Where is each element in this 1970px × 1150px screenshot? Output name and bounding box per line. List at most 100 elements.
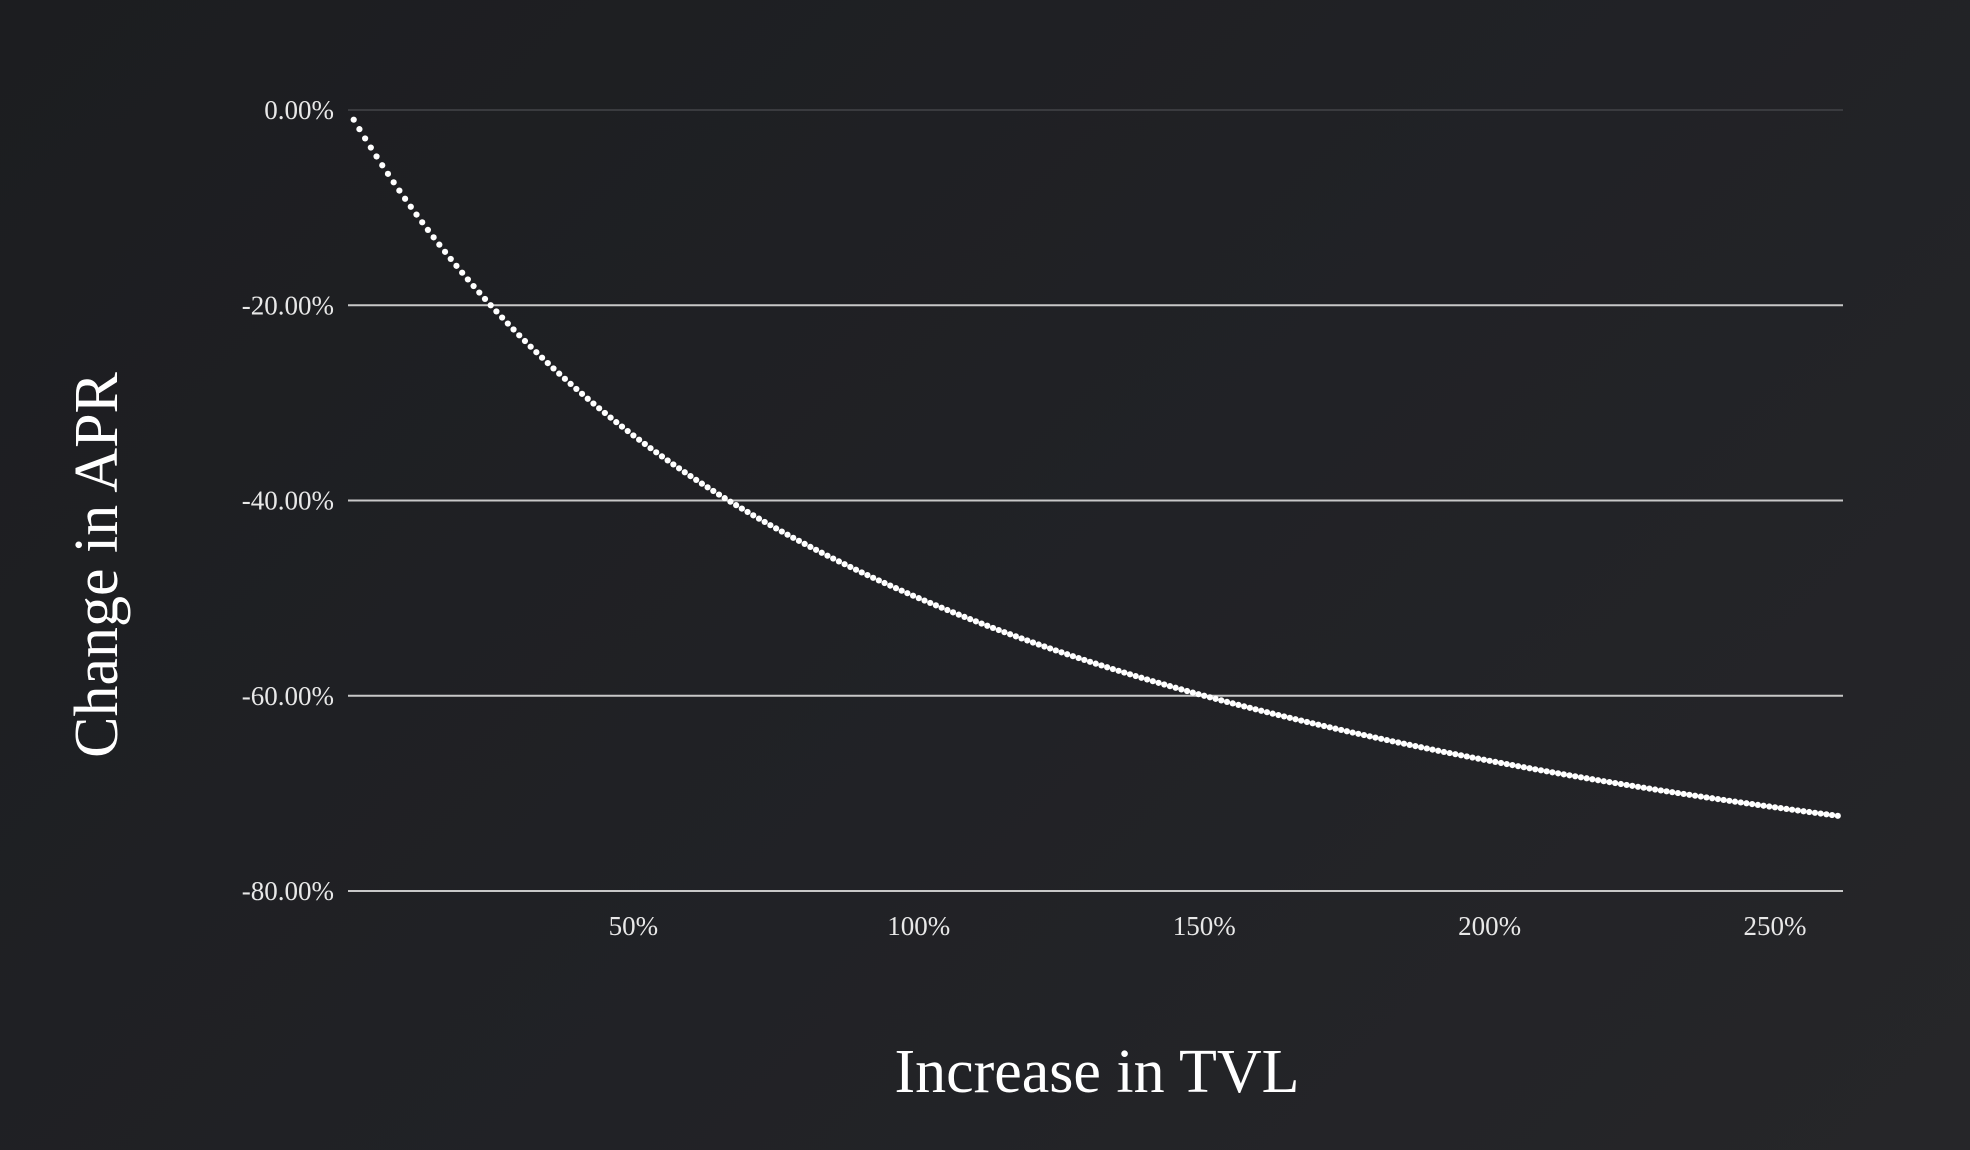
data-point <box>1623 781 1630 789</box>
data-point <box>841 561 848 568</box>
data-point <box>1418 744 1425 751</box>
data-point <box>1771 804 1779 811</box>
data-point <box>898 587 905 594</box>
data-point <box>961 613 968 621</box>
data-series <box>350 116 1841 819</box>
data-point <box>476 289 483 296</box>
data-point <box>1326 724 1333 731</box>
data-point <box>1166 683 1174 690</box>
data-point <box>1463 753 1470 760</box>
data-point <box>1320 722 1328 730</box>
y-tick-label: -40.00% <box>242 486 334 516</box>
data-point <box>1532 766 1539 773</box>
data-point <box>396 187 403 194</box>
data-point <box>1332 725 1339 732</box>
data-point <box>1497 759 1505 767</box>
data-point <box>1543 768 1550 775</box>
data-point <box>1206 694 1214 701</box>
data-point <box>1400 740 1408 747</box>
data-point <box>1212 695 1219 702</box>
data-point <box>938 604 945 611</box>
data-point <box>1475 755 1482 762</box>
data-point <box>1680 790 1687 798</box>
x-tick-label: 50% <box>609 911 659 941</box>
data-point <box>864 572 871 579</box>
y-axis-tick-labels: 0.00% -20.00% -40.00% -60.00% -80.00% <box>242 95 334 906</box>
data-point <box>658 453 666 460</box>
data-point <box>1263 709 1271 716</box>
data-point <box>641 440 648 448</box>
data-point <box>441 248 449 255</box>
data-point <box>481 295 489 303</box>
data-point <box>1423 745 1430 752</box>
data-point <box>596 405 603 412</box>
data-point <box>1412 742 1419 750</box>
data-point <box>795 537 803 544</box>
data-point <box>1789 806 1796 813</box>
data-point <box>1766 803 1773 810</box>
data-point <box>698 480 706 487</box>
data-point <box>1024 637 1031 644</box>
data-point <box>1646 785 1653 792</box>
data-point <box>847 563 854 571</box>
y-tick-label: 0.00% <box>264 95 334 125</box>
data-point <box>824 552 831 559</box>
data-point <box>1029 639 1037 646</box>
gridlines <box>348 109 1843 892</box>
data-point <box>544 360 551 367</box>
data-point <box>967 616 974 623</box>
data-point <box>1229 700 1236 707</box>
data-point <box>373 153 380 160</box>
data-point <box>1555 770 1562 777</box>
data-point <box>1052 647 1059 654</box>
data-point <box>362 135 369 142</box>
data-point <box>1566 772 1573 779</box>
data-point <box>1594 777 1602 784</box>
data-point <box>784 531 791 538</box>
data-point <box>1669 789 1676 796</box>
data-point <box>436 241 443 248</box>
data-point <box>1749 801 1756 808</box>
data-point <box>1634 783 1642 790</box>
data-point <box>1172 684 1179 691</box>
data-point <box>1492 758 1499 766</box>
data-point <box>624 427 631 435</box>
data-point <box>1457 752 1465 759</box>
data-point <box>1714 796 1722 803</box>
data-point <box>1520 764 1527 771</box>
data-point <box>932 602 940 609</box>
data-point <box>1241 703 1248 710</box>
data-point <box>755 515 763 522</box>
data-point <box>1577 774 1585 781</box>
data-point <box>1737 799 1744 806</box>
data-point <box>1366 733 1373 740</box>
data-point <box>1709 795 1716 802</box>
data-point <box>1503 760 1510 768</box>
x-tick-label: 100% <box>887 911 950 941</box>
data-point <box>419 219 426 226</box>
data-point <box>636 436 643 443</box>
data-point <box>1035 641 1042 648</box>
data-point <box>1155 679 1162 686</box>
data-point <box>1600 778 1607 785</box>
data-point <box>704 484 711 491</box>
data-point <box>413 211 420 218</box>
data-point <box>675 465 683 472</box>
data-point <box>681 469 688 476</box>
data-point <box>1183 687 1191 695</box>
data-point <box>521 337 529 345</box>
data-point <box>1663 788 1670 795</box>
data-point <box>790 534 797 541</box>
x-tick-label: 150% <box>1173 911 1236 941</box>
data-point <box>909 592 917 599</box>
data-point <box>1218 697 1225 704</box>
data-point <box>1303 718 1311 726</box>
data-point <box>778 528 785 535</box>
data-point <box>1652 786 1659 793</box>
data-point <box>915 595 922 602</box>
data-point <box>721 495 728 502</box>
data-point <box>1109 665 1116 673</box>
data-point <box>944 606 951 614</box>
data-point <box>556 370 563 377</box>
data-point <box>1823 811 1830 818</box>
